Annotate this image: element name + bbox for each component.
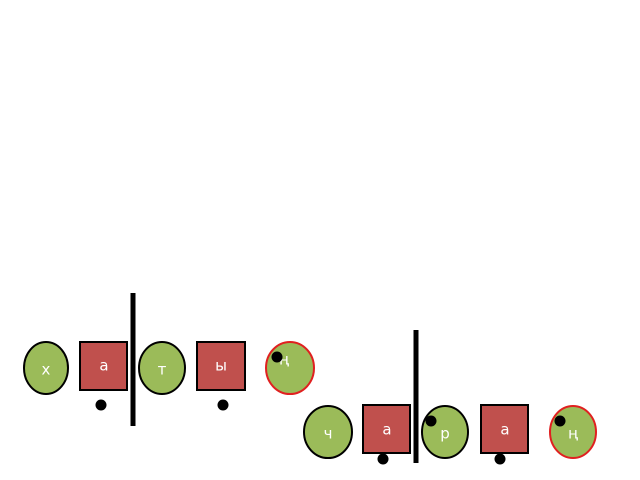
letter: а bbox=[382, 421, 391, 439]
dot bbox=[217, 399, 229, 411]
dot bbox=[554, 415, 566, 427]
dot bbox=[494, 453, 506, 465]
consonant-square bbox=[362, 404, 411, 454]
consonant-square bbox=[79, 341, 128, 391]
dot bbox=[95, 399, 107, 411]
vowel-circle bbox=[138, 341, 186, 395]
dot bbox=[271, 351, 283, 363]
vowel-circle bbox=[23, 341, 69, 395]
vowel-circle bbox=[303, 405, 353, 459]
dot bbox=[377, 453, 389, 465]
letter: ң bbox=[279, 351, 289, 369]
letter: ы bbox=[215, 357, 227, 375]
letter: а bbox=[99, 357, 108, 375]
dot bbox=[425, 415, 437, 427]
consonant-square bbox=[480, 404, 529, 454]
letter: а bbox=[500, 421, 509, 439]
consonant-square bbox=[196, 341, 246, 391]
letter: х bbox=[42, 361, 51, 379]
letter: ч bbox=[324, 425, 333, 443]
vowel-circle bbox=[265, 341, 315, 395]
letter: ң bbox=[568, 425, 578, 443]
letter: т bbox=[158, 361, 167, 379]
letter: р bbox=[440, 425, 450, 443]
